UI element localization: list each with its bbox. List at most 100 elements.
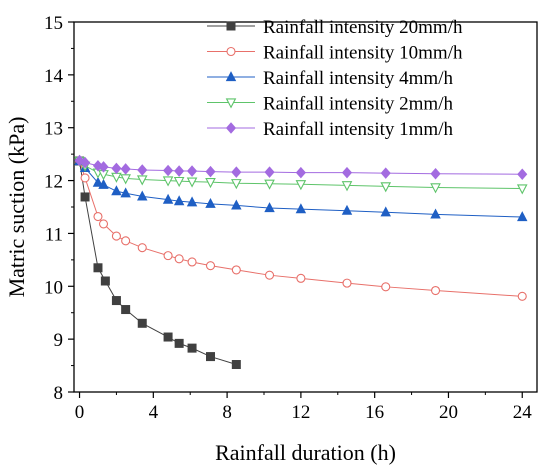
data-point [111,296,121,306]
data-point [231,360,241,370]
data-point [187,257,197,267]
data-point [186,196,198,207]
data-point [98,178,109,189]
data-point [174,165,185,177]
data-point [173,176,185,188]
data-point [111,162,122,175]
data-point [380,206,391,217]
data-point [430,183,441,194]
data-point [120,174,131,185]
data-point [137,243,147,253]
x-tick-label: 4 [149,402,159,423]
data-point [80,192,90,202]
data-point [74,154,85,167]
data-point [264,270,275,280]
legend-item: Rainfall intensity 2mm/h [207,94,453,115]
y-tick-label: 10 [44,277,63,298]
data-point [187,343,197,353]
legend-marker [226,46,236,57]
legend-item: Rainfall intensity 1mm/h [207,119,453,140]
x-tick-label: 24 [513,402,533,423]
data-point [381,282,391,292]
legend-item: Rainfall intensity 20mm/h [207,17,463,38]
data-point [341,204,353,215]
data-point [231,199,242,210]
x-tick-label: 16 [365,402,384,423]
series-4 [74,156,528,195]
data-point [517,211,528,222]
data-point [206,352,216,362]
data-point [98,219,109,229]
data-point [137,164,148,176]
data-point [430,167,441,180]
x-tick-label: 20 [439,402,458,423]
data-point [296,273,306,283]
series-3 [74,155,528,222]
data-point [162,176,174,187]
data-point [295,203,307,214]
legend-marker [225,71,237,82]
legend-item: Rainfall intensity 10mm/h [207,43,463,64]
y-tick-label: 11 [45,224,63,245]
legend-label: Rainfall intensity 20mm/h [263,17,463,38]
y-tick-label: 12 [44,172,63,193]
legend-label: Rainfall intensity 1mm/h [263,119,453,140]
data-point [93,211,103,222]
data-point [121,236,131,246]
x-tick-label: 12 [291,402,310,423]
series-layer [74,154,528,370]
y-tick-label: 9 [54,330,64,351]
data-point [174,338,184,348]
data-point [295,180,307,191]
data-point [80,173,90,183]
data-point [120,163,131,175]
series-5 [74,154,528,180]
data-point [162,193,174,204]
data-point [173,195,185,206]
y-axis-title: Matric suction (kPa) [4,117,29,298]
axis-ticks: 0 4 8 12 16 20 24 8 9 10 11 12 13 14 15 [44,13,532,423]
data-point [264,166,275,178]
data-point [264,179,275,190]
data-point [120,187,131,198]
data-point [174,254,184,264]
data-point [205,197,216,208]
data-point [136,175,148,186]
y-tick-label: 15 [44,13,63,34]
legend-marker [226,21,236,31]
data-point [517,291,527,301]
data-point [137,318,147,328]
data-point [93,263,103,273]
data-point [186,177,198,188]
data-point [111,185,122,196]
x-axis-title: Rainfall duration (h) [215,440,396,465]
legend-item: Rainfall intensity 4mm/h [207,68,453,89]
series-2 [74,156,527,301]
data-point [430,208,441,219]
y-tick-label: 14 [44,66,64,87]
legend-label: Rainfall intensity 4mm/h [263,68,453,89]
data-point [264,202,275,213]
legend-label: Rainfall intensity 10mm/h [263,43,463,64]
data-point [231,179,242,190]
legend-marker [225,98,237,109]
data-point [205,165,216,178]
legend-label: Rainfall intensity 2mm/h [263,94,453,115]
series-1 [75,156,241,370]
data-point [186,165,198,177]
data-point [342,278,352,288]
data-point [295,166,306,179]
data-point [231,166,242,178]
data-point [517,168,528,180]
data-point [163,164,174,177]
data-point [137,190,148,201]
data-point [98,161,109,173]
data-point [100,276,110,286]
y-tick-label: 8 [54,383,64,404]
data-point [231,265,241,275]
data-point [341,166,353,179]
x-tick-label: 0 [75,402,85,423]
y-tick-label: 13 [44,119,63,140]
data-point [111,231,121,241]
